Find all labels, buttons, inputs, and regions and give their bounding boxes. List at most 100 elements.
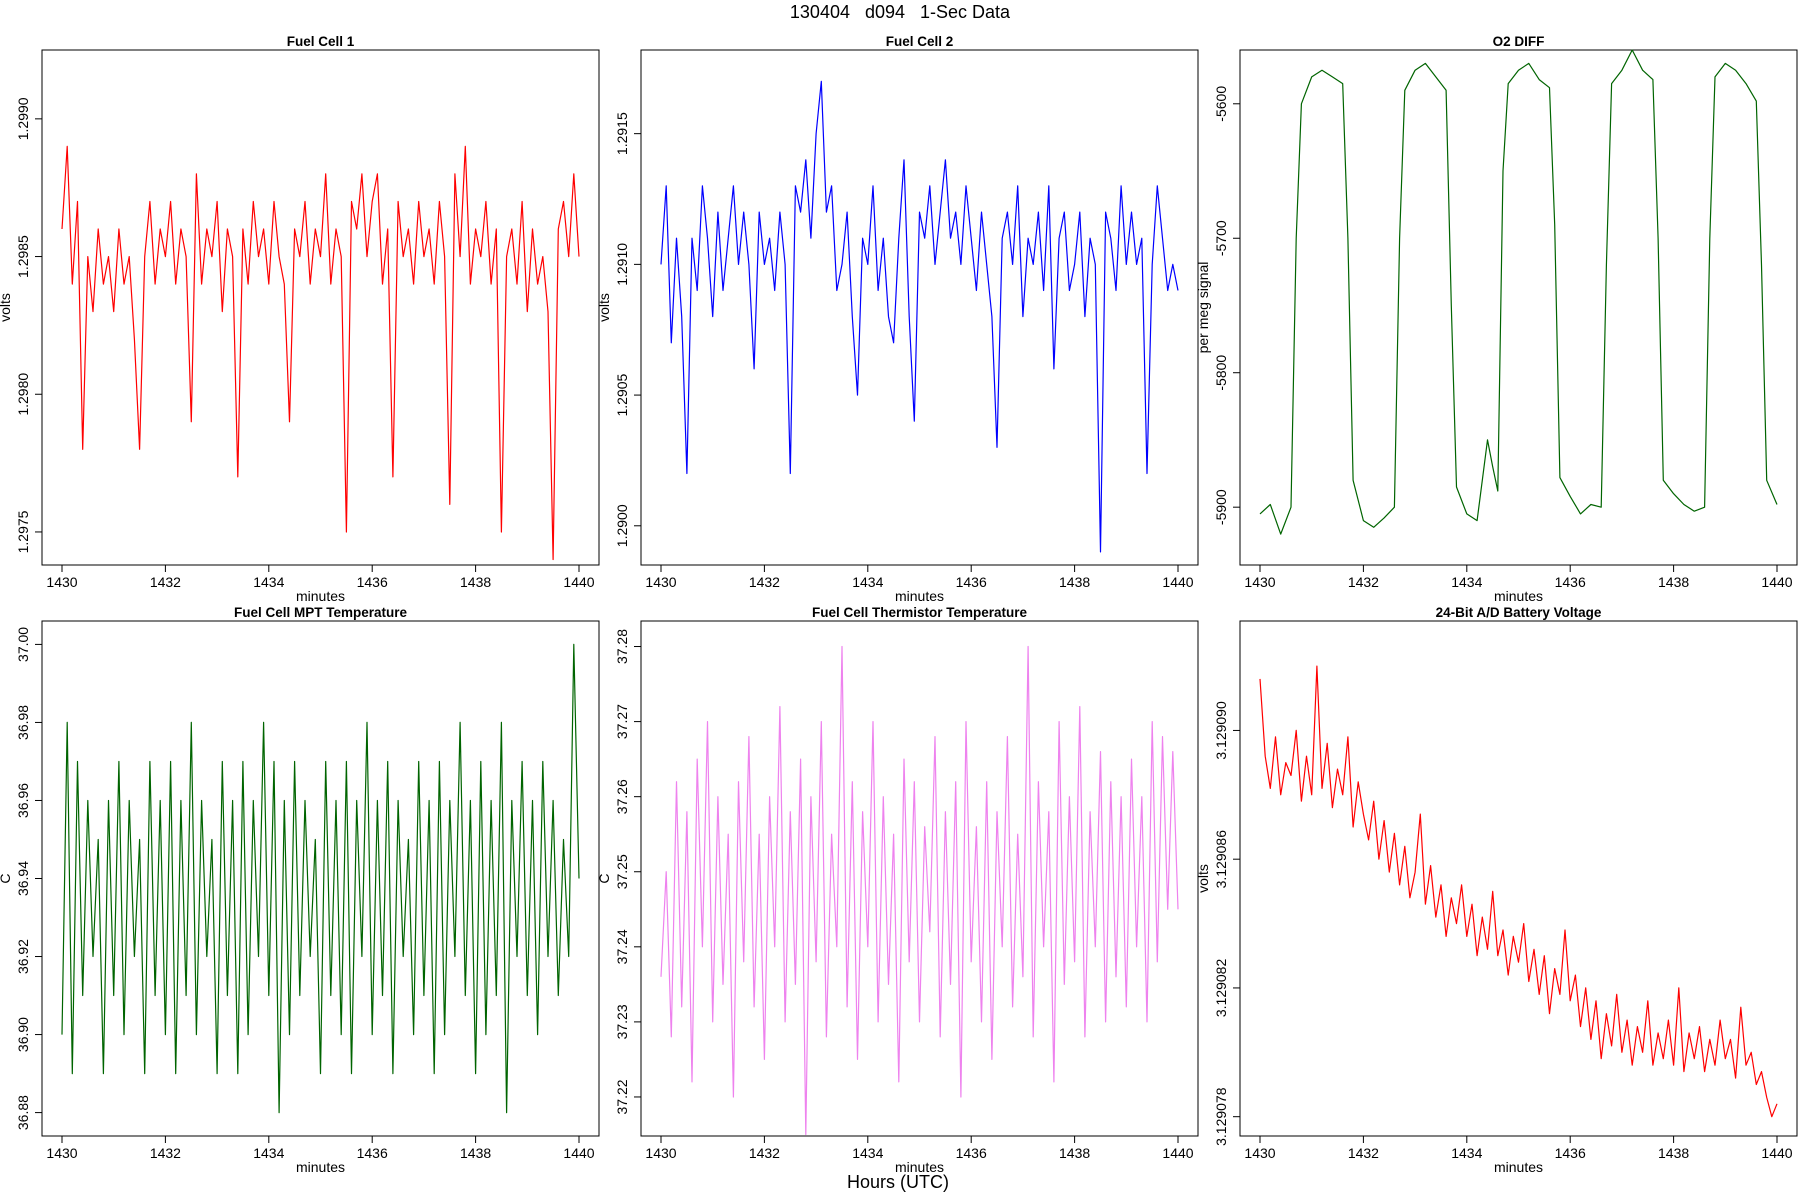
x-axis-label: minutes bbox=[895, 1159, 944, 1175]
x-tick-label: 1438 bbox=[1059, 574, 1090, 590]
x-tick-label: 1434 bbox=[852, 1145, 883, 1161]
x-tick-label: 1436 bbox=[357, 574, 388, 590]
x-tick-label: 1440 bbox=[563, 574, 594, 590]
x-tick-label: 1434 bbox=[253, 574, 284, 590]
series-line-1 bbox=[660, 80, 1179, 553]
x-tick-label: 1432 bbox=[150, 574, 181, 590]
x-tick-label: 1430 bbox=[1244, 574, 1275, 590]
y-tick-label: 36.98 bbox=[15, 705, 31, 740]
y-tick-label: 37.00 bbox=[15, 627, 31, 662]
y-tick-label: 36.92 bbox=[15, 939, 31, 974]
x-tick-label: 1438 bbox=[460, 1145, 491, 1161]
y-axis-label: C bbox=[596, 873, 612, 883]
y-tick-label: 1.2910 bbox=[614, 243, 630, 286]
x-tick-label: 1430 bbox=[645, 1145, 676, 1161]
x-tick-label: 1440 bbox=[1162, 1145, 1193, 1161]
y-tick-label: 36.90 bbox=[15, 1017, 31, 1052]
x-tick-label: 1436 bbox=[956, 1145, 987, 1161]
panel-3: O2 DIFF 1430 1432 1434 1436 1438 1440 minutes -5… bbox=[1195, 34, 1798, 604]
panel-1: Fuel Cell 1 1430 1432 1434 1436 1438 1440 minut… bbox=[0, 34, 600, 604]
y-tick-label: 3.129090 bbox=[1213, 701, 1229, 760]
y-axis-label: volts bbox=[0, 293, 13, 322]
x-tick-label: 1434 bbox=[1451, 1145, 1482, 1161]
main-title: 130404 d094 1-Sec Data bbox=[790, 2, 1011, 22]
x-tick-label: 1438 bbox=[1059, 1145, 1090, 1161]
x-tick-label: 1440 bbox=[1162, 574, 1193, 590]
x-tick-label: 1440 bbox=[1761, 1145, 1792, 1161]
panel-4: Fuel Cell MPT Temperature 1430 1432 1434 143… bbox=[0, 605, 600, 1175]
y-tick-label: 1.2980 bbox=[15, 373, 31, 416]
panel-title: Fuel Cell MPT Temperature bbox=[234, 605, 408, 620]
outer-x-label: Hours (UTC) bbox=[847, 1172, 949, 1192]
y-axis-label: volts bbox=[1195, 864, 1211, 893]
y-tick-label: 36.96 bbox=[15, 783, 31, 818]
panel-title: Fuel Cell 2 bbox=[886, 34, 954, 49]
series-line-1 bbox=[1259, 665, 1778, 1118]
y-tick-label: 37.26 bbox=[614, 779, 630, 814]
panel-6: 24-Bit A/D Battery Voltage 1430 1432 1434 14… bbox=[1195, 605, 1798, 1175]
y-tick-label: 37.24 bbox=[614, 929, 630, 964]
x-tick-label: 1436 bbox=[1555, 1145, 1586, 1161]
x-tick-label: 1434 bbox=[253, 1145, 284, 1161]
y-tick-label: 37.27 bbox=[614, 704, 630, 739]
x-tick-label: 1432 bbox=[749, 574, 780, 590]
y-tick-label: 1.2990 bbox=[15, 97, 31, 140]
series-line-1 bbox=[61, 643, 580, 1114]
x-tick-label: 1438 bbox=[460, 574, 491, 590]
x-tick-label: 1432 bbox=[150, 1145, 181, 1161]
x-axis-label: minutes bbox=[296, 1159, 345, 1175]
x-tick-label: 1436 bbox=[357, 1145, 388, 1161]
y-tick-label: 3.129082 bbox=[1213, 959, 1229, 1018]
y-tick-label: -5600 bbox=[1213, 86, 1229, 122]
panel-5: Fuel Cell Thermistor Temperature 1430 1432… bbox=[596, 605, 1199, 1175]
x-tick-label: 1436 bbox=[956, 574, 987, 590]
y-tick-label: 36.88 bbox=[15, 1095, 31, 1130]
y-axis-label: C bbox=[0, 873, 13, 883]
x-tick-label: 1440 bbox=[563, 1145, 594, 1161]
y-tick-label: 37.25 bbox=[614, 854, 630, 889]
x-tick-label: 1432 bbox=[1348, 574, 1379, 590]
x-tick-label: 1432 bbox=[749, 1145, 780, 1161]
x-axis-label: minutes bbox=[895, 588, 944, 604]
x-axis-label: minutes bbox=[296, 588, 345, 604]
y-tick-label: 1.2985 bbox=[15, 235, 31, 278]
x-tick-label: 1430 bbox=[1244, 1145, 1275, 1161]
y-tick-label: 1.2975 bbox=[15, 510, 31, 553]
x-axis-label: minutes bbox=[1494, 1159, 1543, 1175]
x-tick-label: 1434 bbox=[1451, 574, 1482, 590]
x-tick-label: 1438 bbox=[1658, 1145, 1689, 1161]
panel-title: 24-Bit A/D Battery Voltage bbox=[1436, 605, 1602, 620]
x-axis-label: minutes bbox=[1494, 588, 1543, 604]
series-line-1 bbox=[660, 645, 1179, 1136]
y-tick-label: 3.129078 bbox=[1213, 1087, 1229, 1146]
x-tick-label: 1436 bbox=[1555, 574, 1586, 590]
y-tick-label: 1.2905 bbox=[614, 373, 630, 416]
panels: Fuel Cell 1 1430 1432 1434 1436 1438 1440 minut… bbox=[0, 34, 1798, 1175]
series-line-1 bbox=[1259, 49, 1778, 535]
y-tick-label: -5900 bbox=[1213, 489, 1229, 525]
panel-title: Fuel Cell Thermistor Temperature bbox=[812, 605, 1028, 620]
y-tick-label: 36.94 bbox=[15, 861, 31, 896]
y-tick-label: -5800 bbox=[1213, 355, 1229, 391]
y-tick-label: 37.22 bbox=[614, 1079, 630, 1114]
panel-title: Fuel Cell 1 bbox=[287, 34, 355, 49]
x-tick-label: 1434 bbox=[852, 574, 883, 590]
x-tick-label: 1430 bbox=[46, 1145, 77, 1161]
panel-title: O2 DIFF bbox=[1493, 34, 1545, 49]
x-tick-label: 1438 bbox=[1658, 574, 1689, 590]
panel-2: Fuel Cell 2 1430 1432 1434 1436 1438 1440 minut… bbox=[596, 34, 1199, 604]
series-line-1 bbox=[61, 145, 580, 561]
y-axis-label: per meg signal bbox=[1195, 262, 1211, 354]
y-axis-label: volts bbox=[596, 293, 612, 322]
x-tick-label: 1432 bbox=[1348, 1145, 1379, 1161]
y-tick-label: 37.23 bbox=[614, 1004, 630, 1039]
y-tick-label: 1.2915 bbox=[614, 112, 630, 155]
y-tick-label: 1.2900 bbox=[614, 504, 630, 547]
y-tick-label: 3.129086 bbox=[1213, 830, 1229, 889]
y-tick-label: 37.28 bbox=[614, 629, 630, 664]
x-tick-label: 1430 bbox=[46, 574, 77, 590]
x-tick-label: 1430 bbox=[645, 574, 676, 590]
y-tick-label: -5700 bbox=[1213, 220, 1229, 256]
x-tick-label: 1440 bbox=[1761, 574, 1792, 590]
